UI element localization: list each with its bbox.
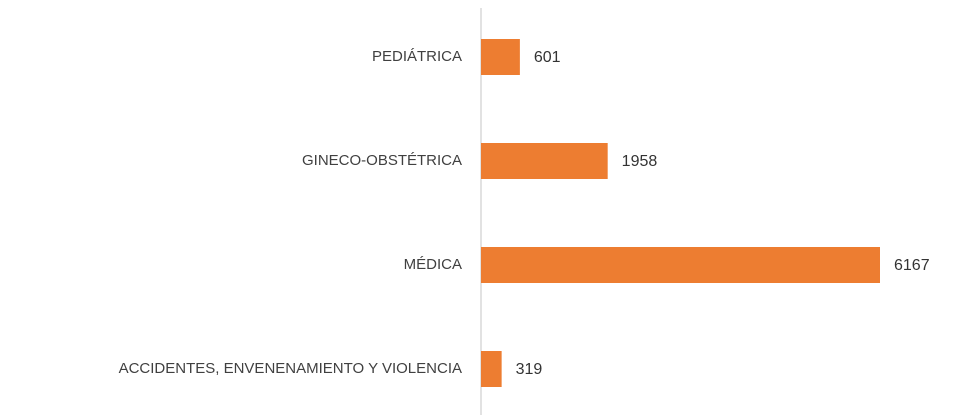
category-label: ACCIDENTES, ENVENENAMIENTO Y VIOLENCIA: [119, 360, 462, 377]
bar: [481, 39, 520, 75]
value-label: 6167: [894, 257, 930, 274]
category-label: PEDIÁTRICA: [372, 48, 462, 65]
value-label: 319: [516, 361, 543, 378]
value-label: 1958: [622, 153, 658, 170]
category-label: GINECO-OBSTÉTRICA: [302, 152, 462, 169]
value-label: 601: [534, 49, 561, 66]
bar: [481, 247, 880, 283]
category-label: MÉDICA: [404, 256, 462, 273]
bar: [481, 351, 502, 387]
bar: [481, 143, 608, 179]
